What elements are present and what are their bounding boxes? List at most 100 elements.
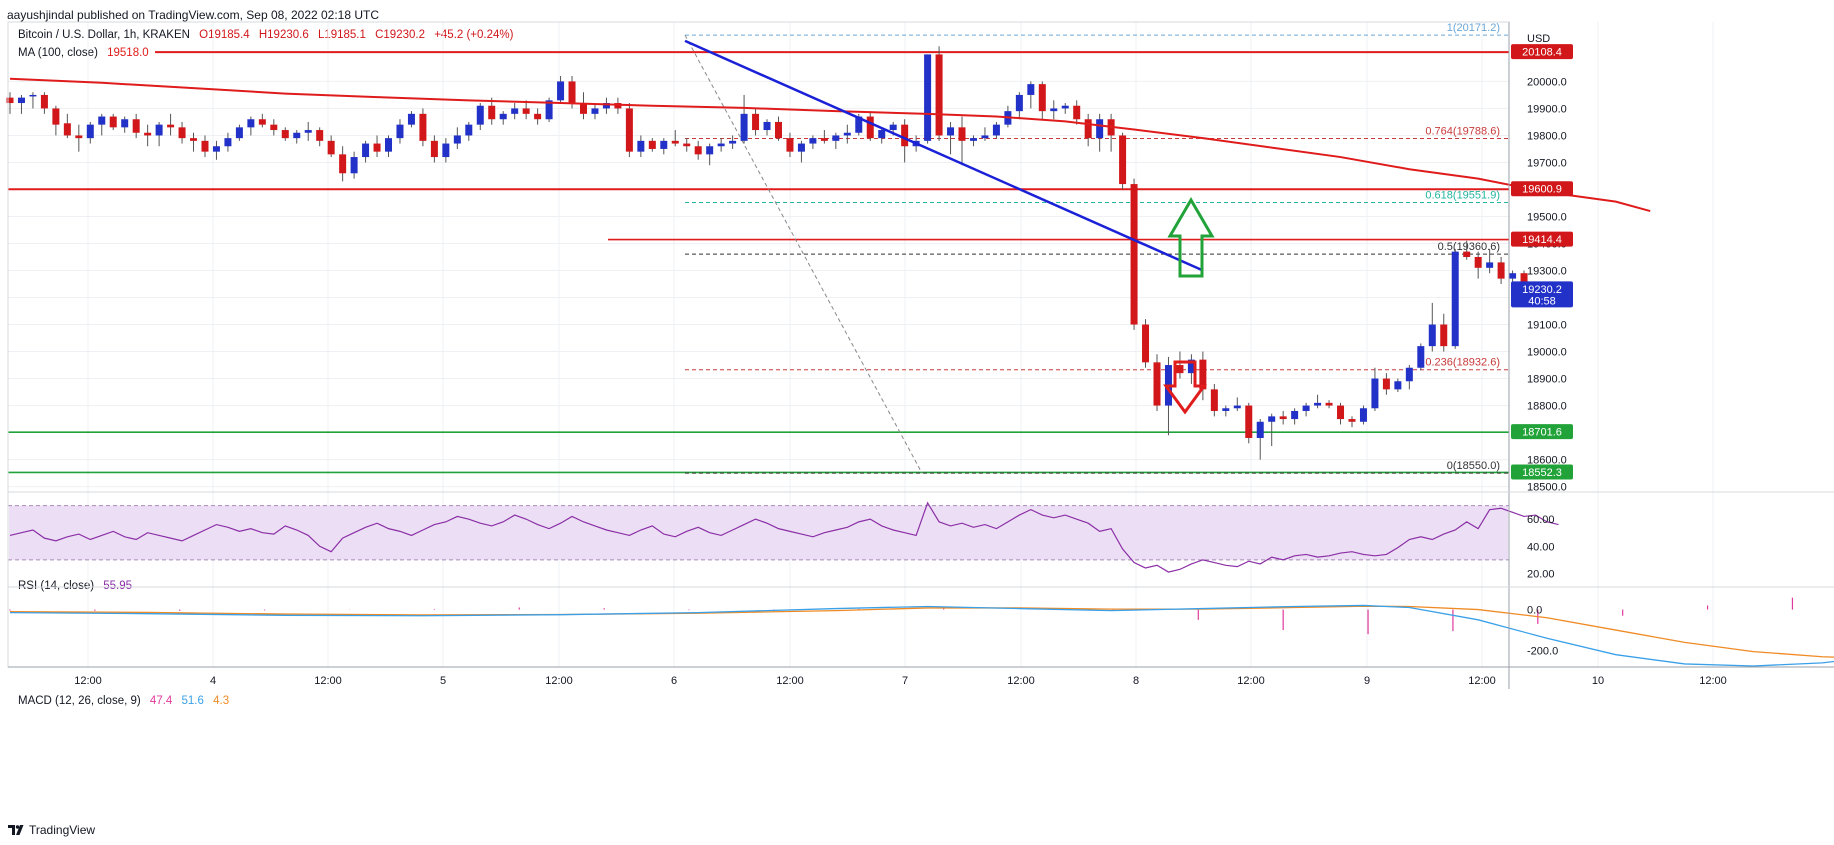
candle-body bbox=[178, 127, 186, 139]
candle-body bbox=[304, 130, 312, 133]
candle-body bbox=[86, 124, 94, 139]
rsi-band bbox=[9, 505, 1508, 560]
candle-body bbox=[63, 123, 71, 136]
candle-body bbox=[809, 138, 817, 144]
candle-body bbox=[1199, 359, 1207, 390]
candle-body bbox=[1268, 416, 1276, 422]
y-tick-label: 18500.0 bbox=[1527, 482, 1567, 494]
price-tag bbox=[1511, 424, 1573, 440]
candle-body bbox=[270, 124, 278, 131]
candle-body bbox=[557, 81, 565, 101]
candle-body bbox=[465, 124, 473, 136]
candle-body bbox=[1428, 324, 1436, 347]
candle-body bbox=[511, 108, 519, 114]
candle-body bbox=[1233, 405, 1241, 409]
change-value: +45.2 (+0.24%) bbox=[434, 29, 514, 41]
fib-level-label: 0.5(19360.6) bbox=[1438, 241, 1500, 253]
candle-body bbox=[602, 103, 610, 109]
candle-body bbox=[1451, 251, 1459, 347]
up-arrow-icon bbox=[1167, 197, 1215, 278]
y-tick-label: 19300.0 bbox=[1527, 266, 1567, 278]
candle-body bbox=[786, 138, 794, 152]
candle-body bbox=[843, 132, 851, 136]
candle-body bbox=[522, 108, 530, 114]
y-tick-label: 18600.0 bbox=[1527, 455, 1567, 467]
candle-body bbox=[855, 116, 863, 133]
ma-100-line bbox=[9, 77, 1651, 213]
y-tick-label: 20000.0 bbox=[1527, 76, 1567, 88]
x-tick-label: 8 bbox=[1133, 675, 1139, 687]
candle-body bbox=[1050, 108, 1058, 112]
drawings bbox=[684, 39, 1215, 415]
ma-legend: MA (100, close) 19518.0 bbox=[18, 47, 155, 59]
candle-body bbox=[339, 154, 347, 174]
candle-body bbox=[969, 138, 977, 141]
candle-body bbox=[947, 127, 955, 136]
candle-body bbox=[1417, 346, 1425, 368]
candle-body bbox=[614, 103, 622, 109]
candle-body bbox=[958, 127, 966, 141]
candle-body bbox=[534, 113, 542, 120]
candle-body bbox=[281, 130, 289, 139]
y-tick-label: 19800.0 bbox=[1527, 130, 1567, 142]
x-tick-label: 12:00 bbox=[1699, 675, 1727, 687]
candle-body bbox=[442, 143, 450, 158]
candle-body bbox=[293, 132, 301, 139]
candle-body bbox=[17, 97, 25, 104]
candle-body bbox=[580, 103, 587, 114]
candle-body bbox=[373, 143, 381, 152]
candle-body bbox=[889, 124, 897, 131]
price-tag bbox=[1511, 231, 1573, 247]
candle-body bbox=[1371, 378, 1379, 409]
rsi-label: RSI (14, close) bbox=[18, 580, 95, 592]
candle-body bbox=[1405, 367, 1413, 382]
price-tag-label: 19230.2 bbox=[1522, 284, 1562, 296]
x-tick-label: 7 bbox=[902, 675, 908, 687]
macd-signal-line bbox=[9, 605, 1834, 658]
candle-body bbox=[797, 143, 805, 152]
candle-body bbox=[763, 121, 771, 131]
candle-body bbox=[1119, 135, 1127, 185]
y-tick-label: 18800.0 bbox=[1527, 401, 1567, 413]
down-arrow-icon bbox=[1163, 360, 1207, 415]
candle-body bbox=[1176, 365, 1184, 374]
candle-body bbox=[155, 124, 163, 136]
candle-body bbox=[1245, 405, 1253, 438]
candle-body bbox=[212, 146, 220, 152]
rsi-tick-label: 40.00 bbox=[1527, 541, 1555, 553]
candle-body bbox=[121, 119, 129, 128]
x-tick-label: 6 bbox=[671, 675, 677, 687]
candle-body bbox=[706, 146, 714, 155]
candle-body bbox=[1027, 84, 1035, 95]
candle-body bbox=[419, 113, 427, 141]
candle-body bbox=[235, 127, 243, 139]
macd-hist-value: 47.4 bbox=[149, 695, 173, 707]
candle-body bbox=[1474, 257, 1482, 268]
price-tag-label: 18701.6 bbox=[1522, 427, 1562, 439]
candle-body bbox=[694, 146, 702, 155]
candle-body bbox=[1073, 105, 1081, 120]
candle-body bbox=[729, 140, 737, 144]
x-tick-label: 10 bbox=[1592, 675, 1604, 687]
candle-body bbox=[247, 119, 255, 128]
candle-body bbox=[201, 140, 209, 152]
candle-body bbox=[98, 116, 106, 125]
candle-body bbox=[1222, 408, 1230, 411]
candle-body bbox=[992, 124, 1000, 136]
candle-body bbox=[935, 54, 943, 136]
candle-body bbox=[1210, 389, 1218, 411]
candle-body bbox=[625, 108, 633, 152]
price-tag bbox=[1511, 281, 1573, 308]
candle-body bbox=[1314, 402, 1322, 406]
candle-body bbox=[671, 140, 679, 144]
publisher-line: aayushjindal published on TradingView.co… bbox=[7, 8, 380, 22]
candle-body bbox=[820, 138, 828, 141]
macd-label: MACD (12, 26, close, 9) bbox=[18, 695, 141, 707]
axes: USD20000.019900.019800.019700.019600.019… bbox=[7, 21, 1834, 689]
candle-body bbox=[430, 140, 438, 158]
candle-body bbox=[75, 135, 83, 139]
candle-body bbox=[132, 119, 140, 133]
candle-body bbox=[499, 113, 507, 120]
